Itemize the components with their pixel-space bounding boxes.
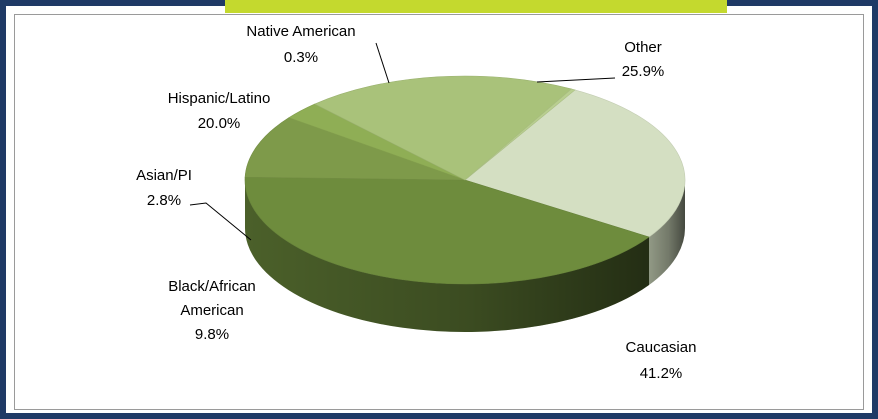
label-native-american-name: Native American — [246, 23, 355, 40]
leader-line-asian-pi — [189, 202, 252, 241]
slice-black-african-american — [244, 117, 466, 181]
pie-slices — [244, 75, 686, 285]
label-caucasian-value: 41.2% — [640, 365, 683, 382]
label-native-american-value: 0.3% — [284, 49, 318, 66]
label-hispanic-value: 20.0% — [198, 115, 241, 132]
label-other-value: 25.9% — [622, 63, 665, 80]
pie-side-walls — [245, 180, 685, 333]
slice-caucasian — [244, 176, 650, 285]
label-black-name-line1: Black/African — [168, 278, 256, 295]
slice-hispanic-latino — [314, 75, 573, 181]
slice-native-american — [464, 88, 576, 181]
leader-line-native-american — [375, 42, 390, 84]
leader-lines — [189, 42, 616, 241]
slice-side-shade-caucasian — [245, 180, 650, 333]
leader-line-other — [536, 77, 616, 83]
label-hispanic-name: Hispanic/Latino — [168, 90, 271, 107]
slice-other — [464, 89, 686, 238]
label-caucasian-name: Caucasian — [626, 339, 697, 356]
header-accent-bar — [225, 0, 727, 13]
label-black-name-line2: American — [180, 302, 243, 319]
label-asian-value: 2.8% — [147, 192, 181, 209]
label-asian-name: Asian/PI — [136, 167, 192, 184]
label-black-value: 9.8% — [195, 326, 229, 343]
slice-side-shade-other — [649, 180, 685, 286]
label-other-name: Other — [624, 39, 662, 56]
